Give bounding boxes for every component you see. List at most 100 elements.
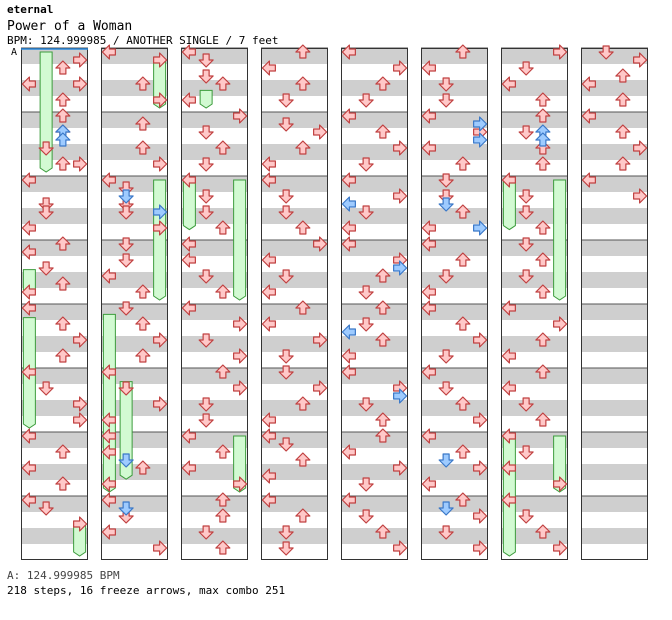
step-arrow-down (118, 181, 134, 196)
beat-band (341, 528, 408, 544)
step-arrow-up (135, 140, 151, 155)
beat-band (101, 496, 168, 512)
step-arrow-left (101, 364, 116, 380)
chart-meta: BPM: 124.999985 / ANOTHER SINGLE / 7 fee… (7, 34, 279, 47)
step-arrow-right (73, 516, 88, 532)
step-arrow-down (278, 189, 294, 204)
step-arrow-down (518, 237, 534, 252)
beat-band (581, 400, 648, 416)
step-arrow-left (261, 172, 276, 188)
beat-band (181, 464, 248, 480)
beat-band (341, 48, 408, 64)
step-arrow-up (375, 428, 391, 443)
step-arrow-up (455, 252, 471, 267)
beat-band (421, 176, 488, 192)
beat-band (261, 208, 328, 224)
step-arrow-up (215, 140, 231, 155)
step-arrow-up (295, 300, 311, 315)
beat-band (501, 176, 568, 192)
freeze-arrow (153, 179, 167, 301)
step-arrow-up (295, 220, 311, 235)
step-arrow-left (261, 468, 276, 484)
step-arrow-right (153, 220, 168, 236)
step-arrow-right (473, 332, 488, 348)
beat-band (101, 240, 168, 256)
column-border (261, 48, 328, 560)
beat-band (421, 48, 488, 64)
beat-band (341, 336, 408, 352)
beat-band (581, 176, 648, 192)
step-arrow-left (181, 460, 196, 476)
step-arrow-up (535, 252, 551, 267)
step-arrow-left (501, 348, 516, 364)
step-arrow-left (21, 460, 36, 476)
step-arrow-right (153, 540, 168, 556)
beat-band (181, 336, 248, 352)
step-arrow-down (278, 365, 294, 380)
step-arrow-up (295, 396, 311, 411)
step-arrow-up (455, 204, 471, 219)
step-arrow-left (261, 156, 276, 172)
step-arrow-left (421, 236, 436, 252)
step-arrow-down (358, 397, 374, 412)
beat-band (581, 336, 648, 352)
step-arrow-left (101, 444, 116, 460)
freeze-arrow (199, 89, 213, 109)
step-arrow-down (438, 269, 454, 284)
step-arrow-right (73, 52, 88, 68)
step-arrow-up (535, 156, 551, 171)
beat-band (581, 112, 648, 128)
step-arrow-right (473, 220, 488, 236)
beat-band (181, 80, 248, 96)
step-arrow-right (313, 380, 328, 396)
step-arrow-left (21, 284, 36, 300)
beat-band (261, 176, 328, 192)
beat-band (21, 368, 88, 384)
step-arrow-left (501, 172, 516, 188)
step-arrow-up (215, 492, 231, 507)
step-arrow-right (233, 476, 248, 492)
beat-band (21, 176, 88, 192)
step-arrow-up (375, 268, 391, 283)
step-arrow-right (393, 188, 408, 204)
beat-band (181, 496, 248, 512)
step-arrow-right (553, 44, 568, 60)
step-arrow-down (38, 381, 54, 396)
beat-band (341, 240, 408, 256)
step-arrow-up (295, 452, 311, 467)
step-arrow-up (135, 76, 151, 91)
step-arrow-right (393, 140, 408, 156)
step-arrow-up (375, 76, 391, 91)
beat-band (501, 112, 568, 128)
step-arrow-up (295, 44, 311, 59)
step-arrow-up (55, 132, 71, 147)
step-arrow-left (341, 196, 356, 212)
step-arrow-down (438, 93, 454, 108)
step-arrow-left (421, 140, 436, 156)
step-arrow-up (135, 116, 151, 131)
step-arrow-right (73, 412, 88, 428)
step-arrow-left (421, 364, 436, 380)
step-arrow-up (535, 364, 551, 379)
step-arrow-down (278, 93, 294, 108)
beat-band (501, 400, 568, 416)
beat-band (261, 400, 328, 416)
step-arrow-up (375, 332, 391, 347)
step-arrow-up (215, 220, 231, 235)
step-arrow-right (473, 540, 488, 556)
beat-band (501, 368, 568, 384)
step-arrow-down (278, 205, 294, 220)
step-arrow-down (438, 501, 454, 516)
beat-band (501, 464, 568, 480)
column-border (101, 48, 168, 560)
step-arrow-left (101, 428, 116, 444)
step-arrow-up (55, 92, 71, 107)
step-arrow-up (455, 44, 471, 59)
step-arrow-up (55, 108, 71, 123)
column-border (501, 48, 568, 560)
beat-band (101, 48, 168, 64)
beat-band (21, 464, 88, 480)
beat-band (261, 112, 328, 128)
beat-band (21, 80, 88, 96)
